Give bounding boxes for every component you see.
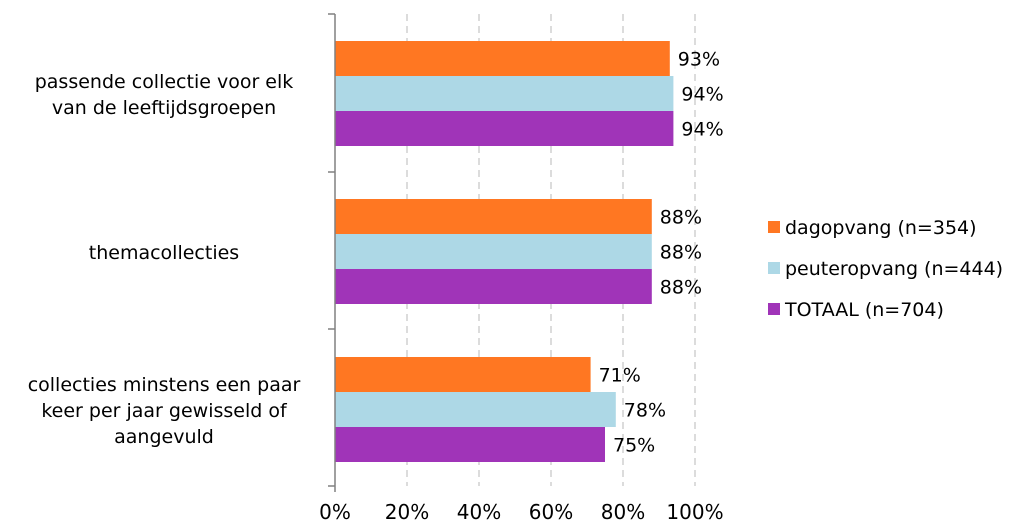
legend-swatch-1 [768, 262, 780, 274]
category-label-2-line-2: aangevuld [114, 426, 214, 448]
legend-item-0: dagopvang (n=354) [768, 217, 977, 239]
bar-1-2 [335, 269, 652, 304]
bar-1-0 [335, 199, 652, 234]
bars [335, 41, 674, 462]
x-tick-label-100: 100% [666, 500, 723, 524]
bar-0-2 [335, 111, 674, 146]
data-label-0-1: 94% [681, 84, 723, 106]
bar-0-1 [335, 76, 674, 111]
legend-swatch-2 [768, 303, 780, 315]
legend-item-1: peuteropvang (n=444) [768, 258, 1003, 280]
legend-label-2: TOTAAL (n=704) [784, 299, 944, 321]
legend-item-2: TOTAAL (n=704) [768, 299, 944, 321]
data-label-1-0: 88% [660, 207, 702, 229]
x-tick-label-60: 60% [529, 500, 573, 524]
data-label-1-1: 88% [660, 242, 702, 264]
legend: dagopvang (n=354) peuteropvang (n=444) TOT… [768, 217, 1003, 321]
x-tick-label-0: 0% [319, 500, 351, 524]
data-label-0-0: 93% [678, 49, 720, 71]
data-label-1-2: 88% [660, 277, 702, 299]
category-label-0-line-1: van de leeftijdsgroepen [52, 97, 276, 119]
bar-2-2 [335, 427, 605, 462]
x-tick-label-80: 80% [601, 500, 645, 524]
data-label-0-2: 94% [681, 119, 723, 141]
legend-label-0: dagopvang (n=354) [785, 217, 977, 239]
category-label-2-line-0: collecties minstens een paar [28, 374, 301, 396]
axes: 0% 20% 40% 60% 80% 100% passende collectie voo… [28, 13, 724, 524]
x-tick-label-20: 20% [385, 500, 429, 524]
data-label-2-1: 78% [624, 400, 666, 422]
bar-2-1 [335, 392, 616, 427]
x-tick-label-40: 40% [457, 500, 501, 524]
category-label-2-line-1: keer per jaar gewisseld of [41, 400, 288, 422]
legend-label-1: peuteropvang (n=444) [785, 258, 1003, 280]
bar-2-0 [335, 357, 591, 392]
data-label-2-0: 71% [599, 365, 641, 387]
bar-0-0 [335, 41, 670, 76]
data-labels: 93% 94% 94% 88% 88% 88% 71% 78% 75% [599, 49, 724, 457]
category-label-1-line-0: themacollecties [89, 242, 239, 264]
legend-swatch-0 [768, 221, 780, 233]
category-label-0-line-0: passende collectie voor elk [35, 71, 294, 93]
bar-1-1 [335, 234, 652, 269]
data-label-2-2: 75% [613, 435, 655, 457]
